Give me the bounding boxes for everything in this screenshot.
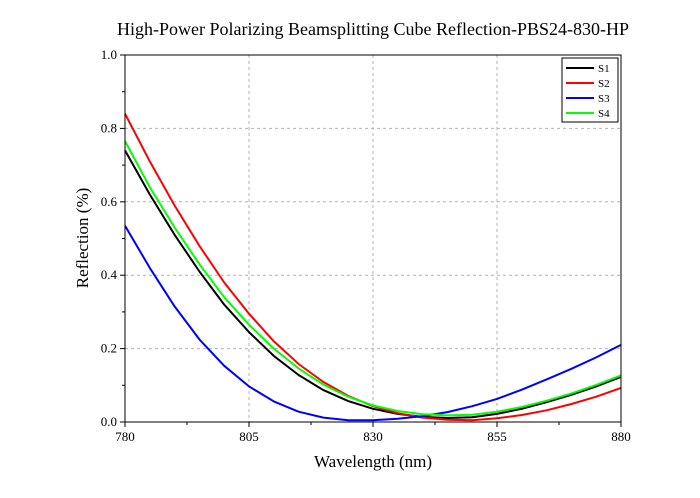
series-line-s1: [124, 149, 622, 419]
x-tick-label: 780: [115, 429, 135, 444]
legend-label-s1: S1: [598, 63, 610, 75]
y-axis-label: Reflection (%): [73, 188, 92, 289]
y-axis: 0.0 0.2 0.4 0.6 0.8 1.0: [101, 47, 125, 429]
series-lines: [124, 113, 622, 422]
chart-title: High-Power Polarizing Beamsplitting Cube…: [117, 19, 629, 39]
y-tick-label: 0.6: [101, 194, 118, 209]
y-tick-label: 0.0: [101, 414, 117, 429]
series-line-s3: [124, 225, 622, 422]
y-tick-label: 0.8: [101, 120, 117, 135]
x-tick-label: 830: [363, 429, 383, 444]
legend-label-s3: S3: [598, 93, 610, 105]
x-tick-label: 855: [487, 429, 507, 444]
x-axis-label: Wavelength (nm): [314, 452, 432, 471]
legend-label-s4: S4: [598, 108, 610, 120]
x-axis: 780 805 830 855 880: [115, 422, 631, 444]
y-tick-label: 0.4: [101, 267, 118, 282]
legend: S1 S2 S3 S4: [561, 57, 619, 123]
y-tick-label: 1.0: [101, 47, 117, 62]
x-tick-label: 805: [239, 429, 259, 444]
y-tick-label: 0.2: [101, 341, 117, 356]
series-line-s4: [124, 140, 622, 417]
legend-label-s2: S2: [598, 78, 610, 90]
grid: [125, 55, 621, 422]
x-tick-label: 880: [611, 429, 631, 444]
